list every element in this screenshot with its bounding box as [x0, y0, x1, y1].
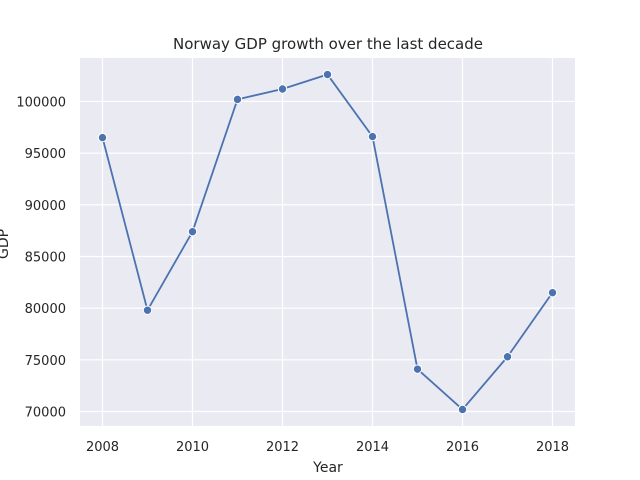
- data-point-2015: [412, 364, 423, 374]
- y-tick-label: 100000: [16, 95, 66, 110]
- data-point-2008: [97, 132, 108, 143]
- chart-title: Norway GDP growth over the last decade: [173, 35, 483, 53]
- data-point-2018: [547, 287, 558, 298]
- data-point-2017: [502, 352, 513, 362]
- y-axis-label: GDP: [0, 229, 12, 259]
- y-tick-label: 80000: [25, 302, 66, 317]
- series-group: [97, 69, 558, 415]
- data-point-2013: [322, 69, 333, 80]
- data-point-2012: [277, 84, 288, 94]
- y-axis-ticks: 70000 75000 80000 85000 90000 95000 100000: [16, 95, 66, 420]
- x-tick-label: 2018: [536, 440, 569, 455]
- x-tick-label: 2012: [266, 440, 299, 455]
- grid: [80, 58, 575, 426]
- x-tick-label: 2014: [356, 440, 389, 455]
- y-tick-label: 95000: [25, 147, 66, 162]
- x-axis-label: Year: [312, 460, 343, 476]
- y-tick-label: 90000: [25, 199, 66, 214]
- x-tick-label: 2016: [446, 440, 479, 455]
- data-point-2009: [142, 305, 153, 315]
- x-tick-label: 2010: [176, 440, 209, 455]
- x-axis-ticks: 2008 2010 2012 2014 2016 2018: [86, 440, 569, 455]
- x-tick-label: 2008: [86, 440, 119, 455]
- data-point-2016: [457, 404, 468, 415]
- y-tick-label: 70000: [25, 406, 66, 421]
- plot-area: [80, 58, 575, 426]
- data-point-2014: [367, 131, 378, 142]
- data-point-2010: [187, 226, 198, 237]
- y-tick-label: 85000: [25, 250, 66, 265]
- data-point-2011: [232, 94, 243, 105]
- y-tick-label: 75000: [25, 354, 66, 369]
